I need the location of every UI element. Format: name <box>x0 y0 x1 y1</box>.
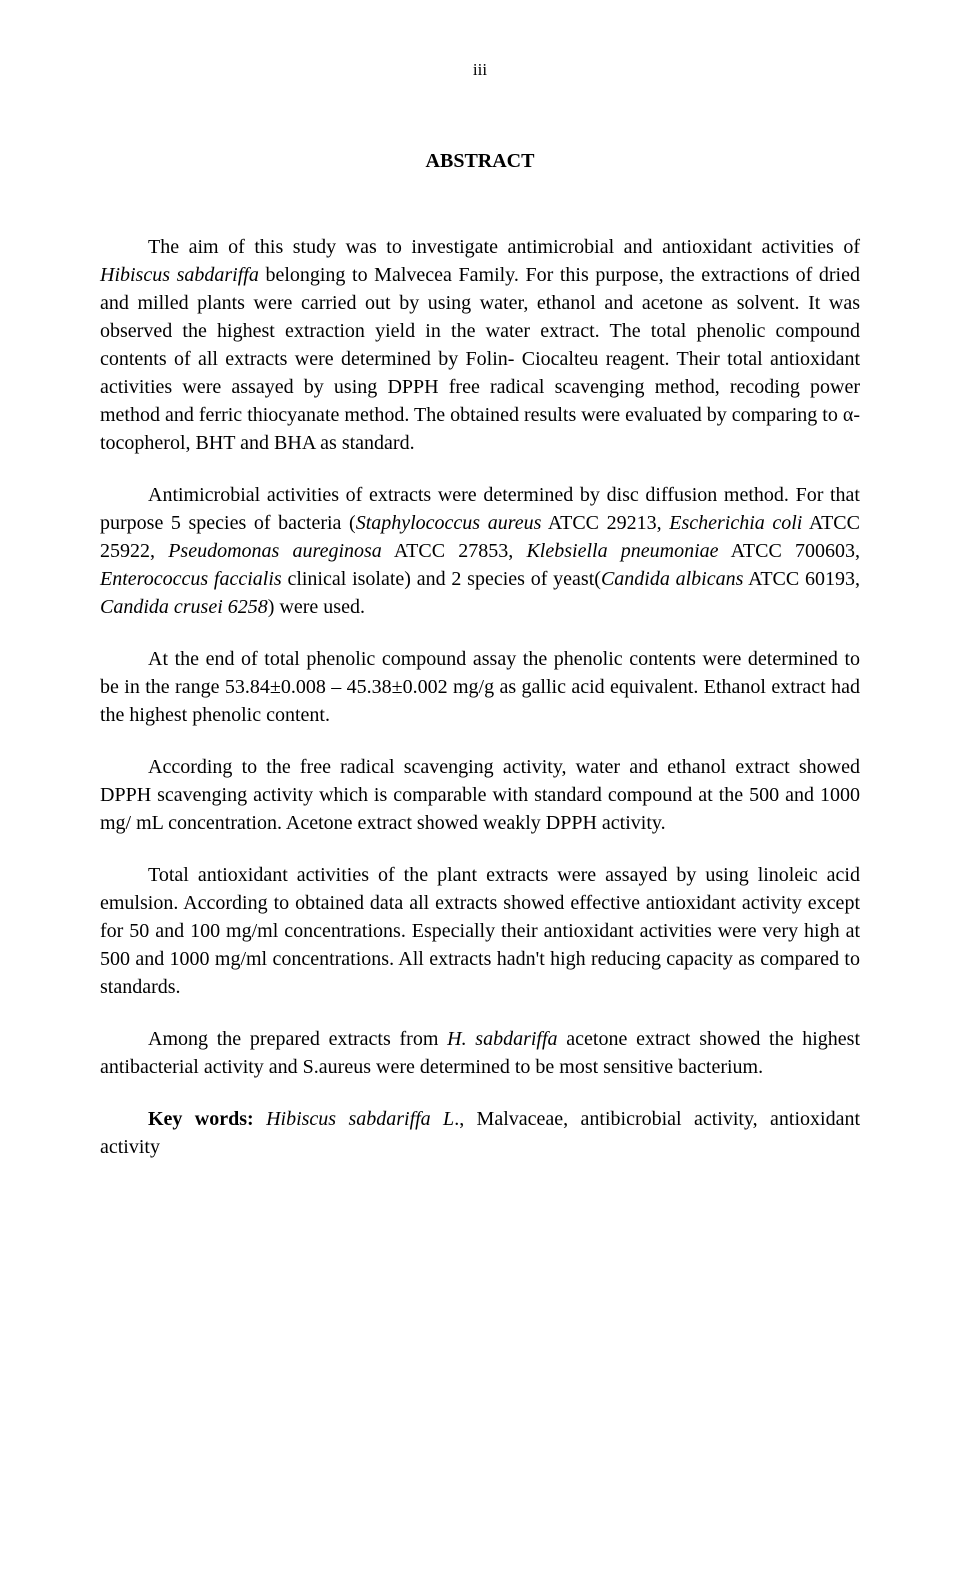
page-number: iii <box>100 60 860 80</box>
species-name: Candida crusei 6258 <box>100 596 268 618</box>
text-run: The aim of this study was to investigate… <box>148 236 860 258</box>
text-run: belonging to Malvecea Family. For this p… <box>100 264 860 454</box>
text-run <box>254 1108 266 1130</box>
species-name: Hibiscus sabdariffa <box>100 264 259 286</box>
paragraph-5: Total antioxidant activities of the plan… <box>100 861 860 1001</box>
species-name: Escherichia coli <box>669 512 802 534</box>
paragraph-2: Antimicrobial activities of extracts wer… <box>100 481 860 621</box>
species-name: Pseudomonas aureginosa <box>168 540 382 562</box>
species-name: H. sabdariffa <box>447 1028 557 1050</box>
species-name: Klebsiella pneumoniae <box>526 540 718 562</box>
keywords-label: Key words: <box>148 1108 254 1130</box>
species-name: Candida albicans <box>601 568 743 590</box>
text-run: ATCC 60193, <box>743 568 860 590</box>
paragraph-1: The aim of this study was to investigate… <box>100 233 860 457</box>
text-run: ATCC 29213, <box>541 512 669 534</box>
text-run: ATCC 27853, <box>382 540 527 562</box>
species-name: Enterococcus faccialis <box>100 568 282 590</box>
text-run: ) were used. <box>268 596 365 618</box>
text-run: ATCC 700603, <box>719 540 860 562</box>
paragraph-6: Among the prepared extracts from H. sabd… <box>100 1025 860 1081</box>
abstract-heading: ABSTRACT <box>100 150 860 173</box>
paragraph-3: At the end of total phenolic compound as… <box>100 645 860 729</box>
keywords-line: Key words: Hibiscus sabdariffa L., Malva… <box>100 1105 860 1161</box>
text-run: clinical isolate) and 2 species of yeast… <box>282 568 601 590</box>
species-name: Hibiscus sabdariffa L <box>266 1108 454 1130</box>
document-page: iii ABSTRACT The aim of this study was t… <box>0 0 960 1571</box>
paragraph-4: According to the free radical scavenging… <box>100 753 860 837</box>
text-run: Among the prepared extracts from <box>148 1028 447 1050</box>
species-name: Staphylococcus aureus <box>356 512 542 534</box>
